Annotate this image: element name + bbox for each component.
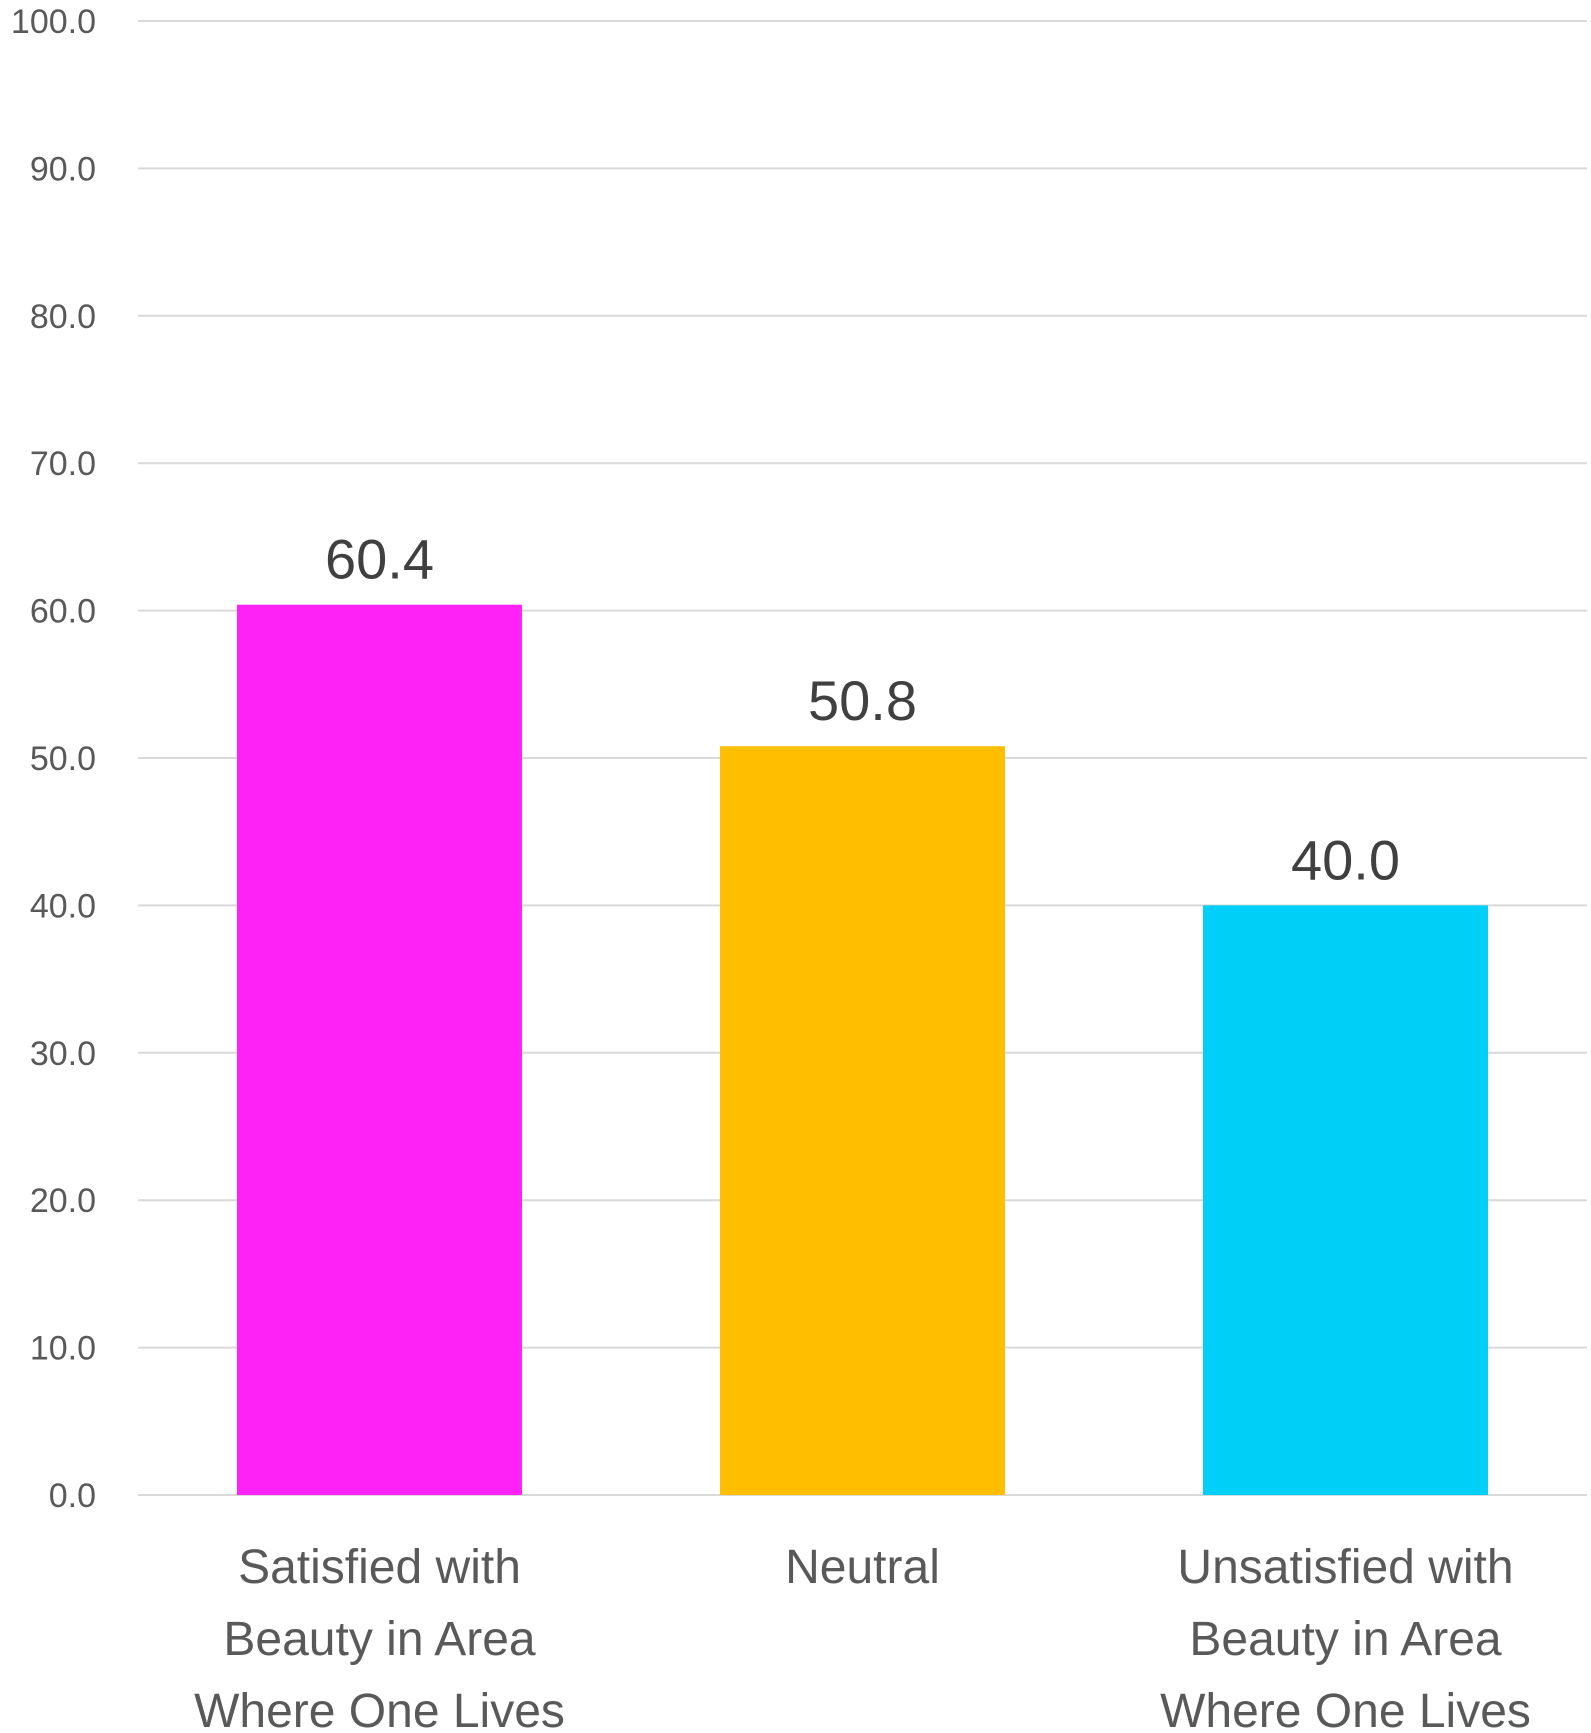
y-tick-label: 60.0 [30,593,96,631]
y-tick-label: 90.0 [30,150,96,188]
x-category-label-line: Neutral [785,1541,940,1594]
y-axis-tick-labels: 0.0 10.0 20.0 30.0 40.0 50.0 60.0 70.0 80.0 90.0 1… [11,3,96,1515]
x-category-label-line: Satisfied with [238,1541,521,1594]
y-tick-label: 100.0 [11,3,96,41]
data-label: 50.8 [808,669,917,732]
x-axis-category-labels: Satisfied with Beauty in Area Where One Li… [194,1541,1531,1733]
x-category-label-line: Where One Lives [1160,1685,1531,1733]
data-labels: 60.4 50.8 40.0 [325,528,1400,892]
y-tick-label: 0.0 [49,1477,96,1515]
x-category-label: Unsatisfied with Beauty in Area Where One … [1160,1541,1531,1733]
x-category-label-line: Beauty in Area [1189,1613,1502,1666]
y-tick-label: 40.0 [30,887,96,925]
y-tick-label: 10.0 [30,1330,96,1368]
y-tick-label: 80.0 [30,298,96,336]
x-category-label: Neutral [785,1541,940,1594]
x-category-label-line: Beauty in Area [223,1613,536,1666]
bar [1203,905,1488,1495]
y-tick-label: 50.0 [30,740,96,778]
y-tick-label: 30.0 [30,1035,96,1073]
y-tick-label: 70.0 [30,445,96,483]
x-category-label-line: Unsatisfied with [1177,1541,1513,1594]
data-label: 60.4 [325,528,434,591]
x-category-label: Satisfied with Beauty in Area Where One Li… [194,1541,565,1733]
data-label: 40.0 [1291,828,1400,891]
bars [237,604,1488,1495]
y-tick-label: 20.0 [30,1182,96,1220]
x-category-label-line: Where One Lives [194,1685,565,1733]
bar [720,746,1005,1495]
bar [237,604,522,1495]
